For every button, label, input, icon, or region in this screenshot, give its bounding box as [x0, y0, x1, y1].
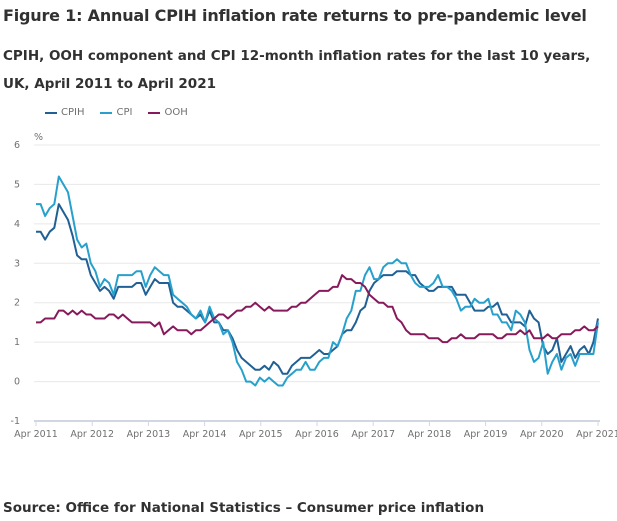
- y-tick-label: 2: [14, 298, 20, 309]
- legend-label-ooh: OOH: [164, 107, 188, 118]
- y-tick-label: 1: [14, 337, 20, 348]
- x-tick-label: Apr 2017: [351, 429, 395, 440]
- legend-item-ooh[interactable]: OOH: [148, 107, 188, 118]
- series-lines: [36, 175, 599, 387]
- legend-label-cpih: CPIH: [61, 107, 85, 118]
- series-line-cpi: [36, 175, 599, 387]
- x-tick-label: Apr 2015: [239, 429, 283, 440]
- x-axis: Apr 2011 Apr 2012 Apr 2013 Apr 2014 Apr 2015…: [14, 420, 617, 440]
- x-tick-label: Apr 2016: [295, 429, 339, 440]
- y-axis-unit-label: %: [34, 132, 43, 143]
- x-tick-label: Apr 2014: [183, 429, 227, 440]
- series-line-cpih: [36, 203, 599, 375]
- source-note: Source: Office for National Statistics –…: [3, 500, 485, 516]
- legend-swatch-cpih: [45, 111, 57, 114]
- y-tick-label: 4: [14, 219, 20, 230]
- legend-item-cpih[interactable]: CPIH: [45, 107, 84, 118]
- legend-item-cpi[interactable]: CPI: [100, 107, 132, 118]
- legend-swatch-cpi: [100, 111, 113, 114]
- y-tick-label: 3: [14, 258, 20, 269]
- x-tick-label: Apr 2012: [70, 429, 114, 440]
- y-tick-label: -1: [11, 416, 20, 427]
- chart-title: Figure 1: Annual CPIH inflation rate ret…: [3, 6, 587, 25]
- chart-subtitle: CPIH, OOH component and CPI 12-month inf…: [3, 48, 591, 92]
- y-axis: % -1 0 1 2 3 4 5 6: [11, 132, 44, 427]
- y-tick-label: 0: [14, 377, 20, 388]
- x-tick-label: Apr 2019: [464, 429, 508, 440]
- x-tick-label: Apr 2021: [576, 429, 617, 440]
- y-tick-label: 5: [14, 179, 20, 190]
- y-tick-label: 6: [14, 140, 20, 151]
- legend-label-cpi: CPI: [116, 107, 133, 118]
- x-tick-label: Apr 2013: [127, 429, 171, 440]
- gridlines: [34, 144, 600, 383]
- x-tick-label: Apr 2018: [408, 429, 452, 440]
- legend-swatch-ooh: [148, 111, 161, 114]
- x-tick-label: Apr 2011: [14, 429, 58, 440]
- legend: CPIH CPI OOH: [45, 107, 188, 118]
- x-tick-label: Apr 2020: [520, 429, 564, 440]
- series-line-ooh: [36, 274, 599, 344]
